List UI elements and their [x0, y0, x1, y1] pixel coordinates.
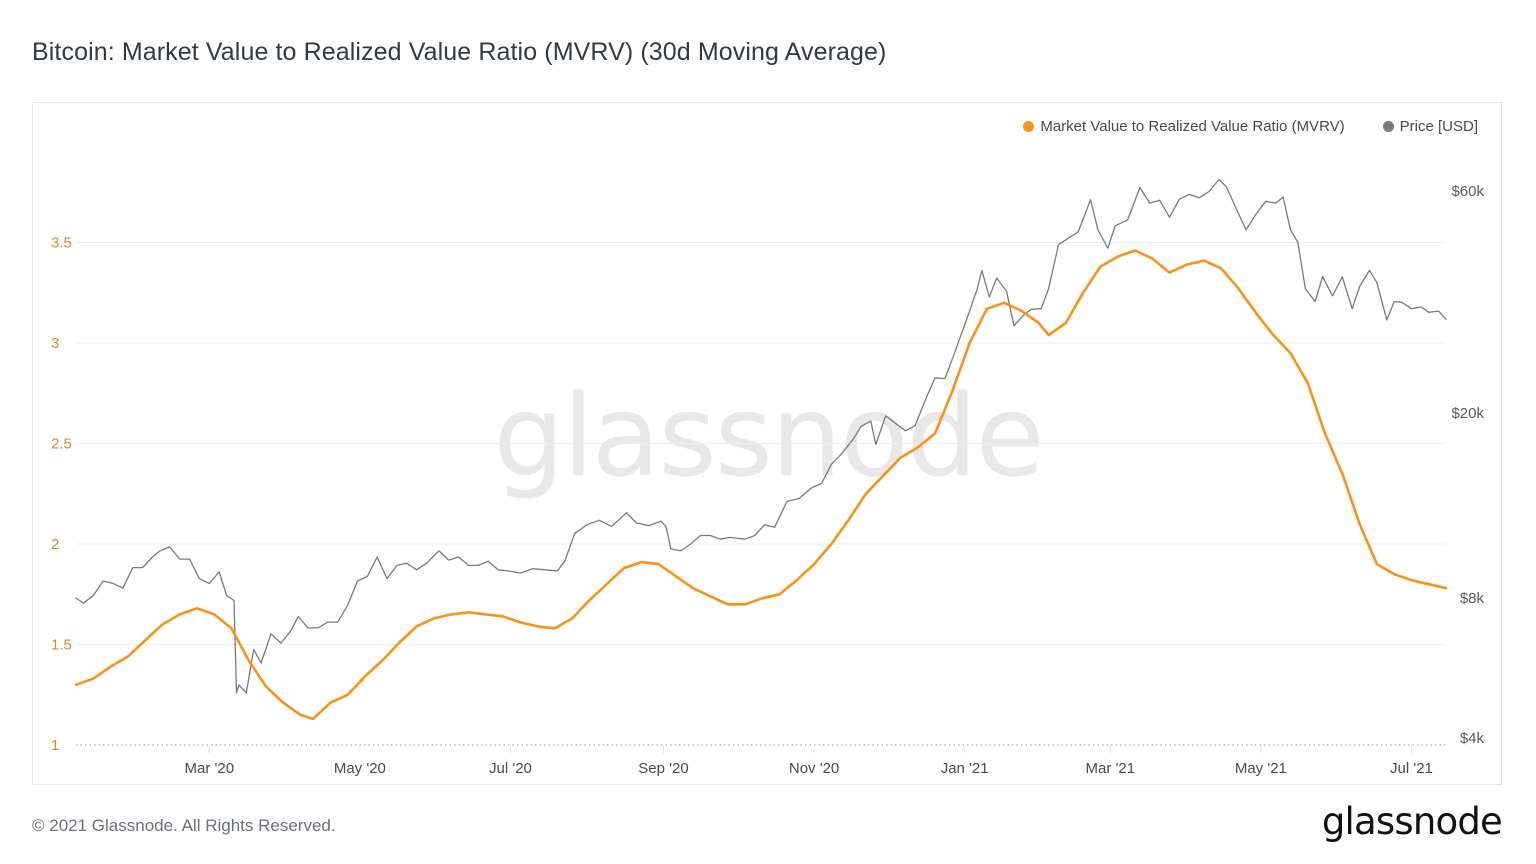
- x-tick-label: May '21: [1235, 760, 1287, 777]
- legend-dot-mvrv-icon: [1023, 121, 1035, 132]
- x-tick-label: Sep '20: [638, 760, 688, 777]
- legend-item-mvrv[interactable]: Market Value to Realized Value Ratio (MV…: [1023, 118, 1345, 135]
- chart-legend: Market Value to Realized Value Ratio (MV…: [1023, 118, 1478, 135]
- legend-label-mvrv: Market Value to Realized Value Ratio (MV…: [1040, 118, 1345, 135]
- left-tick-label: 2: [51, 536, 59, 553]
- grid-lines: [76, 242, 1446, 746]
- right-axis-ticks: $4k $8k $20k $60k: [1451, 183, 1484, 747]
- right-tick-label: $4k: [1460, 730, 1485, 747]
- series-line-mvrv: [74, 249, 1448, 721]
- watermark: glassnode: [493, 372, 1042, 502]
- x-tick-label: Jul '21: [1390, 760, 1433, 777]
- right-tick-label: $8k: [1460, 590, 1485, 607]
- x-axis-ticks: Mar '20 May '20 Jul '20 Sep '20 Nov '20 Jan '…: [185, 746, 1433, 777]
- series-line-price: [75, 178, 1447, 694]
- left-axis-ticks: 1 1.5 2 2.5 3 3.5: [51, 235, 72, 755]
- left-tick-label: 1: [51, 737, 59, 754]
- series-group: [74, 178, 1448, 721]
- x-tick-label: Jul '20: [489, 760, 532, 777]
- glassnode-logo[interactable]: glassnode: [1321, 800, 1503, 843]
- legend-item-price[interactable]: Price [USD]: [1382, 118, 1478, 135]
- right-tick-label: $20k: [1451, 405, 1484, 422]
- legend-dot-price-icon: [1382, 121, 1394, 132]
- right-tick-label: $60k: [1451, 183, 1484, 200]
- x-tick-label: Nov '20: [789, 760, 839, 777]
- x-tick-label: May '20: [334, 760, 386, 777]
- x-tick-label: Mar '21: [1086, 760, 1136, 777]
- left-tick-label: 3: [51, 335, 59, 352]
- x-tick-label: Jan '21: [941, 760, 989, 777]
- legend-label-price: Price [USD]: [1399, 118, 1478, 135]
- left-tick-label: 3.5: [51, 235, 72, 252]
- left-tick-label: 1.5: [51, 637, 72, 654]
- copyright-text: © 2021 Glassnode. All Rights Reserved.: [32, 816, 336, 835]
- x-tick-label: Mar '20: [185, 760, 235, 777]
- chart-title: Bitcoin: Market Value to Realized Value …: [32, 38, 887, 66]
- left-tick-label: 2.5: [51, 436, 72, 453]
